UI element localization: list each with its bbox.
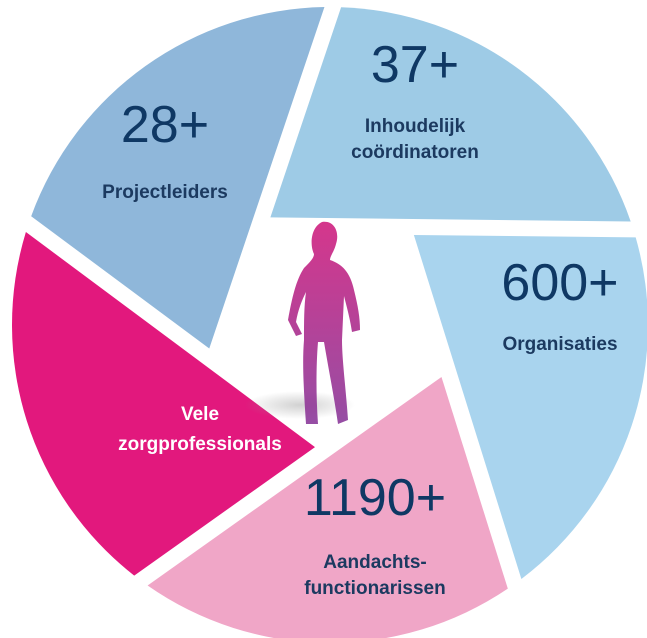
segment-number: 28+	[121, 96, 209, 154]
segment-label: Vele	[181, 404, 219, 425]
segment-label: Aandachts-	[323, 552, 426, 573]
segment-number: 600+	[501, 254, 618, 312]
segment-label: Projectleiders	[102, 182, 228, 203]
segment-label: Inhoudelijk	[365, 116, 466, 137]
segment-label: Organisaties	[502, 334, 617, 355]
shutter-diagram: 37+ Inhoudelijk coördinatoren 600+ Organisat…	[0, 0, 647, 638]
segment-label: functionarissen	[304, 578, 445, 599]
segment-label: coördinatoren	[351, 142, 479, 163]
segment-label: zorgprofessionals	[118, 434, 282, 455]
segment-number: 1190+	[304, 469, 446, 527]
person-figure	[245, 222, 360, 424]
segment-number: 37+	[371, 36, 459, 94]
page: 37+ Inhoudelijk coördinatoren 600+ Organisat…	[0, 0, 647, 638]
